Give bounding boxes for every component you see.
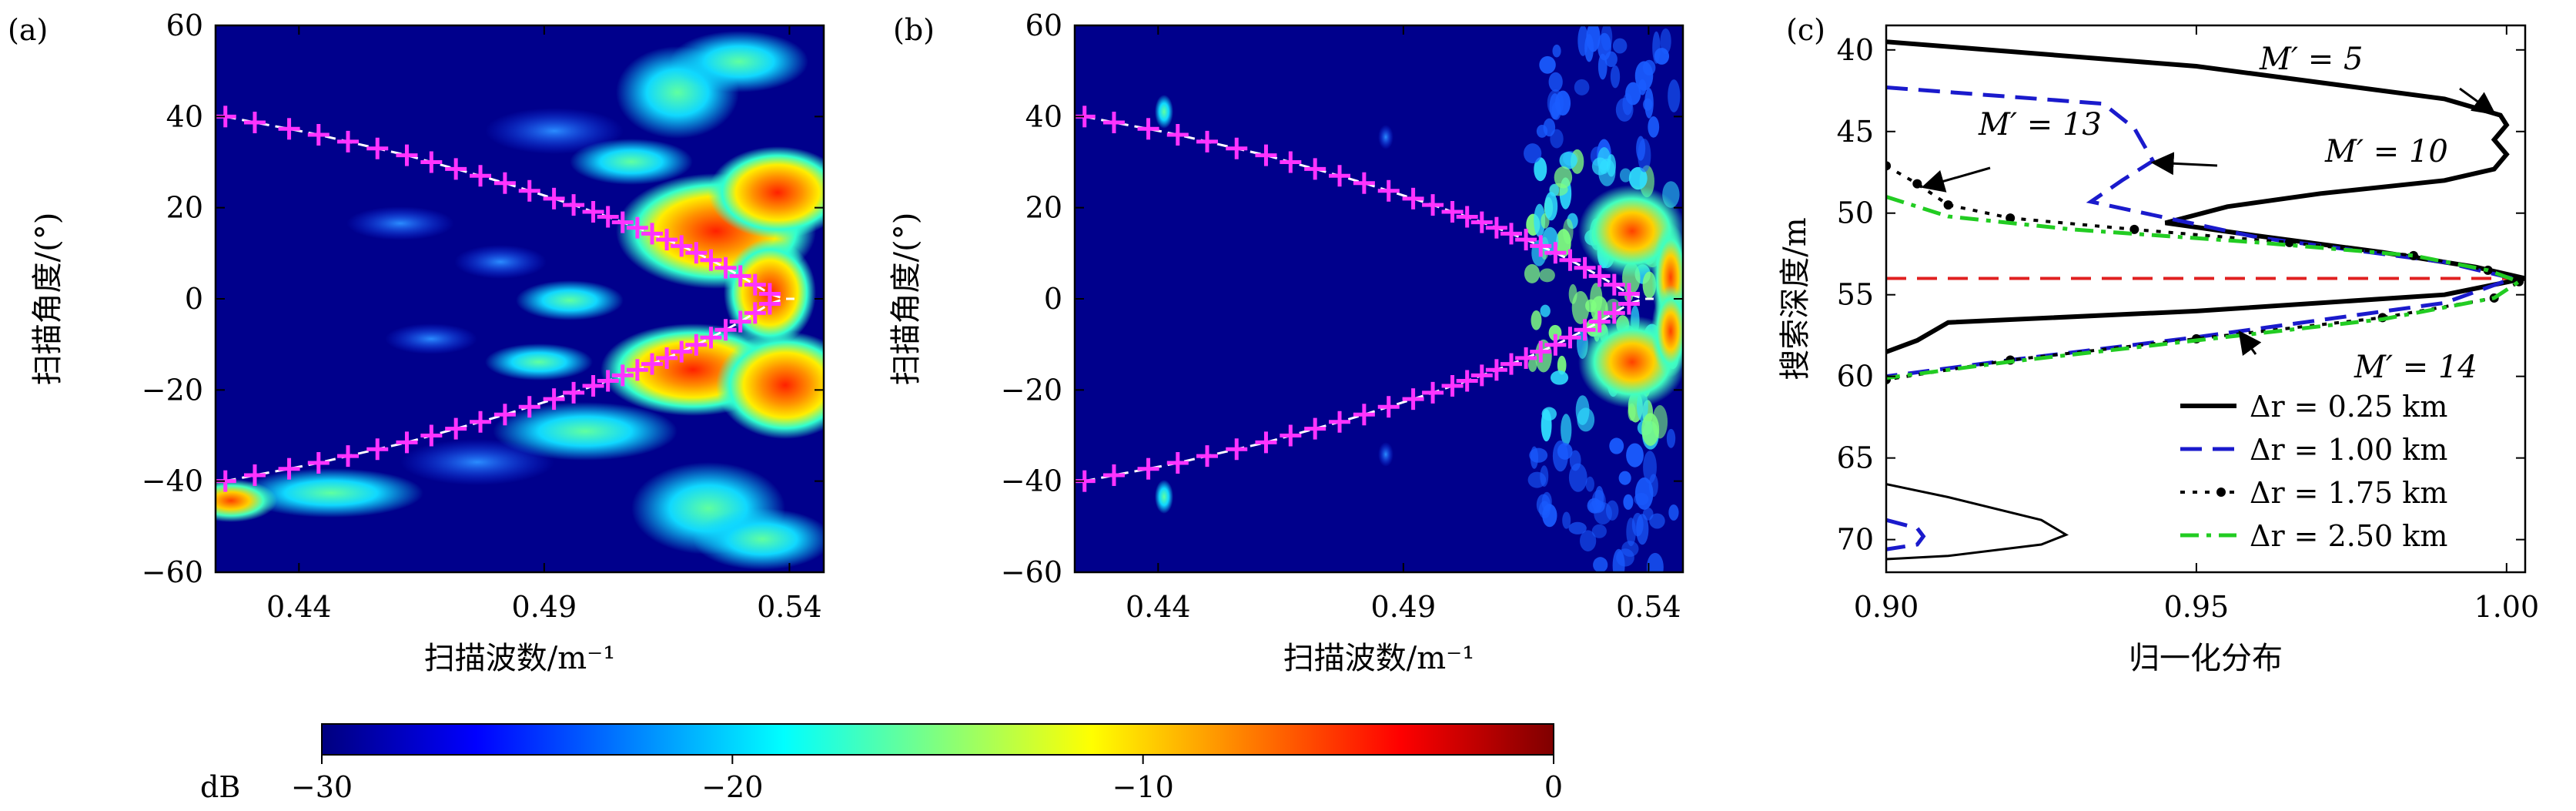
annotation-arrow	[1921, 166, 1991, 193]
annotation-arrow	[2150, 152, 2218, 176]
plot-background	[1886, 25, 2525, 572]
colorbar-tick-label: 0	[1544, 770, 1563, 804]
x-axis-label: 扫描波数/m⁻¹	[1283, 641, 1475, 676]
y-tick-label: 55	[1837, 278, 1874, 312]
annotation-label: M′ = 14	[2354, 350, 2477, 385]
colorbar-tick-label: −10	[1112, 770, 1174, 804]
x-tick-label: 0.54	[757, 590, 822, 624]
x-axis-label: 归一化分布	[2129, 641, 2283, 676]
y-tick-label: 40	[1837, 33, 1874, 67]
x-tick-label: 0.90	[1854, 590, 1919, 624]
series-line	[1886, 39, 2525, 354]
marker-series	[1075, 106, 1640, 492]
series-point	[1912, 179, 1922, 189]
y-tick-label: −20	[1001, 373, 1062, 407]
y-tick-label: 60	[1837, 360, 1874, 394]
y-tick-label: 20	[1025, 191, 1062, 225]
series-line	[1886, 518, 1926, 551]
y-axis-label: 扫描角度/(°)	[888, 213, 924, 386]
x-tick-label: 0.44	[1126, 590, 1191, 624]
y-axis-label: 搜索深度/m	[1778, 217, 1813, 380]
annotations: M′ = 5 M′ = 10 M′ = 13 M′ = 14	[1921, 42, 2497, 385]
x-tick-label: 1.00	[2474, 590, 2540, 624]
x-tick-label: 0.49	[1371, 590, 1437, 624]
y-tick-label: 50	[1837, 196, 1874, 230]
y-tick-label: 20	[166, 191, 203, 225]
colorbar: dB −30 −20 −10 0	[200, 723, 1563, 804]
y-tick-label: 70	[1837, 523, 1874, 557]
panel-label: (b)	[893, 13, 935, 47]
annotation-label: M′ = 5	[2259, 42, 2363, 77]
y-tick-label: −40	[142, 464, 203, 498]
annotation-arrow	[2238, 330, 2262, 357]
colorbar-gradient	[321, 723, 1554, 756]
series-line	[1886, 195, 2524, 380]
x-axis-label: 扫描波数/m⁻¹	[424, 641, 616, 676]
series-point	[1943, 200, 1953, 210]
x-tick-label: 0.49	[512, 590, 577, 624]
y-tick-label: 40	[166, 99, 203, 133]
y-tick-label: 45	[1837, 115, 1874, 149]
colorbar-ticks: −30 −20 −10 0	[291, 755, 1563, 804]
colorbar-tick-label: −20	[701, 770, 763, 804]
series-point	[1886, 161, 1891, 171]
series-point	[2408, 250, 2418, 260]
series-line	[1886, 483, 2069, 561]
plot-frame	[1885, 24, 2527, 574]
axes: 0.44 0.49 0.54 60 40 20 0 −20 −40 −60 扫描波数/m⁻¹ 扫描角度…	[888, 8, 1683, 676]
y-tick-label: −60	[1001, 555, 1062, 589]
annotation-arrow	[2459, 87, 2497, 116]
x-tick-label: 0.95	[2164, 590, 2230, 624]
heatmap-field	[216, 31, 824, 570]
y-tick-label: −40	[1001, 464, 1062, 498]
panel-a-heatmap: 0.44 0.49 0.54 60 40 20 0 −20 −40 −60 扫描波数/m⁻¹ 扫描角度…	[8, 8, 825, 676]
annotation-label: M′ = 13	[1978, 107, 2102, 142]
y-tick-label: 60	[166, 8, 203, 42]
y-tick-label: −20	[142, 373, 203, 407]
line-series	[1886, 39, 2525, 561]
marker-series	[216, 106, 781, 492]
y-tick-label: 65	[1837, 441, 1874, 475]
panel-label: (a)	[8, 13, 48, 47]
y-tick-label: 0	[1044, 282, 1062, 316]
y-tick-label: 60	[1025, 8, 1062, 42]
legend: Δr = 0.25 km Δr = 1.00 km Δr = 1.75 km Δr =…	[2180, 390, 2447, 553]
legend-entry: Δr = 0.25 km	[2250, 390, 2447, 424]
legend-entry: Δr = 1.00 km	[2250, 433, 2447, 467]
panel-b-heatmap: 0.44 0.49 0.54 60 40 20 0 −20 −40 −60 扫描波数/m⁻¹ 扫描角度…	[888, 8, 1684, 676]
colorbar-tick-label: −30	[291, 770, 353, 804]
legend-entry: Δr = 2.50 km	[2250, 519, 2447, 553]
y-tick-label: 0	[185, 282, 203, 316]
x-tick-label: 0.44	[266, 590, 332, 624]
y-tick-label: −60	[142, 555, 203, 589]
legend-entry: Δr = 1.75 km	[2250, 476, 2447, 510]
y-tick-label: 40	[1025, 99, 1062, 133]
axes: 0.90 0.95 1.00 40 45 50 55 60 65 70 归一化分布 搜索深度/m (c)	[1778, 13, 2539, 676]
panel-c-line-chart: M′ = 5 M′ = 10 M′ = 13 M′ = 14 0.90 0.95 1.00…	[1778, 13, 2539, 676]
series-point	[2006, 213, 2016, 223]
series-point	[2284, 237, 2294, 247]
x-tick-label: 0.54	[1616, 590, 1681, 624]
annotation-label: M′ = 10	[2324, 134, 2448, 169]
panel-label: (c)	[1786, 13, 1825, 47]
y-axis-label: 扫描角度/(°)	[30, 213, 65, 386]
series-point	[2129, 224, 2139, 234]
axes: 0.44 0.49 0.54 60 40 20 0 −20 −40 −60 扫描波数/m⁻¹ 扫描角度…	[8, 8, 824, 676]
colorbar-unit-label: dB	[200, 770, 240, 804]
legend-swatch-marker	[2216, 488, 2226, 497]
